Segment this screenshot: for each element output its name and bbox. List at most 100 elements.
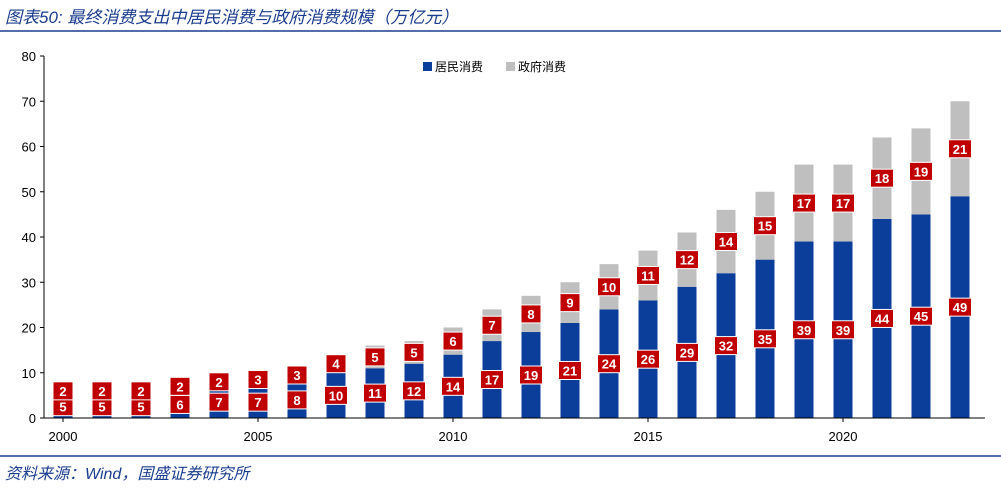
data-label-resident-2013: 21 [563, 363, 577, 378]
data-label-resident-2004: 7 [215, 395, 222, 410]
label-box-government-2017 [714, 232, 738, 252]
label-box-government-2012 [520, 304, 542, 324]
legend: 居民消费 政府消费 [423, 59, 566, 74]
data-label-government-2001: 2 [98, 384, 105, 399]
data-label-resident-2011: 17 [485, 373, 499, 388]
data-label-resident-2009: 12 [407, 384, 421, 399]
chart-title: 图表50: 最终消费支出中居民消费与政府消费规模（万亿元） [5, 8, 459, 27]
data-label-resident-2018: 35 [758, 332, 772, 347]
data-label-resident-2007: 10 [329, 388, 343, 403]
data-label-resident-2003: 6 [176, 397, 183, 412]
x-tick-label-2015: 2015 [634, 429, 663, 444]
label-box-government-2016 [675, 250, 699, 270]
data-label-government-2011: 7 [488, 318, 495, 333]
data-label-government-2022: 19 [914, 164, 928, 179]
label-box-government-2021 [870, 168, 894, 188]
legend-swatch-resident [423, 62, 432, 71]
label-box-resident-2009 [402, 381, 426, 401]
data-label-resident-2014: 24 [602, 357, 617, 372]
label-box-government-2000 [52, 381, 74, 401]
label-box-resident-2013 [558, 360, 582, 380]
x-tick-label-2005: 2005 [244, 429, 273, 444]
source-note: 资料来源：Wind，国盛证券研究所 [5, 466, 250, 483]
label-box-government-2022 [909, 161, 933, 181]
y-tick-label-80: 80 [22, 49, 36, 64]
data-label-resident-2006: 8 [293, 393, 300, 408]
label-box-government-2019 [792, 193, 816, 213]
data-label-government-2008: 5 [371, 350, 378, 365]
label-box-government-2002 [130, 381, 152, 401]
label-box-government-2020 [831, 193, 855, 213]
legend-label-resident: 居民消费 [435, 60, 483, 74]
data-label-government-2021: 18 [875, 171, 889, 186]
data-label-government-2009: 5 [410, 345, 417, 360]
data-label-resident-2001: 5 [98, 400, 105, 415]
data-label-resident-2023: 49 [953, 300, 967, 315]
data-label-government-2014: 10 [602, 280, 616, 295]
data-label-resident-2005: 7 [254, 395, 261, 410]
data-label-government-2015: 11 [641, 268, 655, 283]
data-label-group: 5252526272738310411512514617719821924102… [52, 139, 972, 417]
data-label-resident-2002: 5 [137, 400, 144, 415]
label-box-government-2023 [948, 139, 972, 159]
data-label-resident-2021: 44 [875, 311, 890, 326]
y-tick-label-40: 40 [22, 230, 36, 245]
data-label-government-2013: 9 [566, 296, 573, 311]
data-label-government-2017: 14 [719, 235, 734, 250]
x-tick-label-2020: 2020 [829, 429, 858, 444]
label-box-government-2006 [286, 365, 308, 385]
data-label-government-2019: 17 [797, 196, 811, 211]
label-box-resident-2021 [870, 308, 894, 328]
data-label-resident-2010: 14 [446, 379, 461, 394]
data-label-government-2006: 3 [293, 368, 300, 383]
label-box-resident-2006 [286, 390, 308, 410]
data-label-government-2016: 12 [680, 253, 694, 268]
label-box-government-2004 [208, 372, 230, 392]
label-box-government-2011 [481, 315, 503, 335]
label-box-resident-2022 [909, 306, 933, 326]
label-box-resident-2008 [363, 383, 387, 403]
label-box-government-2014 [597, 277, 621, 297]
data-label-government-2005: 3 [254, 373, 261, 388]
label-box-resident-2010 [441, 376, 465, 396]
label-box-resident-2016 [675, 342, 699, 362]
label-box-resident-2011 [480, 370, 504, 390]
data-label-resident-2008: 11 [368, 386, 382, 401]
y-tick-label-70: 70 [22, 94, 36, 109]
label-box-government-2010 [442, 331, 464, 351]
data-label-government-2010: 6 [449, 334, 456, 349]
label-box-resident-2017 [714, 336, 738, 356]
data-label-government-2012: 8 [527, 307, 534, 322]
axes-group: 0 10 20 30 40 50 60 70 80 2000 2005 2010 2015 2020 [22, 49, 985, 444]
label-box-resident-2005 [247, 392, 269, 412]
data-label-resident-2000: 5 [59, 400, 66, 415]
label-box-resident-2018 [753, 329, 777, 349]
x-tick-label-2010: 2010 [439, 429, 468, 444]
label-box-resident-2014 [597, 354, 621, 374]
label-box-government-2009 [403, 342, 425, 362]
data-label-resident-2012: 19 [524, 368, 538, 383]
data-label-government-2018: 15 [758, 219, 772, 234]
data-label-government-2020: 17 [836, 196, 850, 211]
legend-label-government: 政府消费 [518, 59, 566, 74]
data-label-government-2003: 2 [176, 379, 183, 394]
y-tick-label-20: 20 [22, 321, 36, 336]
label-box-government-2013 [559, 293, 581, 313]
y-tick-label-60: 60 [22, 140, 36, 155]
data-label-government-2023: 21 [953, 142, 967, 157]
label-box-government-2001 [91, 381, 113, 401]
data-label-resident-2019: 39 [797, 323, 811, 338]
y-tick-label-50: 50 [22, 185, 36, 200]
legend-swatch-government [506, 62, 515, 71]
x-tick-label-2000: 2000 [49, 429, 78, 444]
label-box-resident-2007 [324, 385, 348, 405]
data-label-resident-2016: 29 [680, 345, 694, 360]
label-box-government-2003 [169, 376, 191, 396]
data-label-government-2007: 4 [332, 357, 340, 372]
data-label-resident-2022: 45 [914, 309, 928, 324]
label-box-resident-2015 [636, 349, 660, 369]
label-box-resident-2023 [948, 297, 972, 317]
data-label-resident-2017: 32 [719, 339, 733, 354]
bar-group [53, 101, 970, 418]
